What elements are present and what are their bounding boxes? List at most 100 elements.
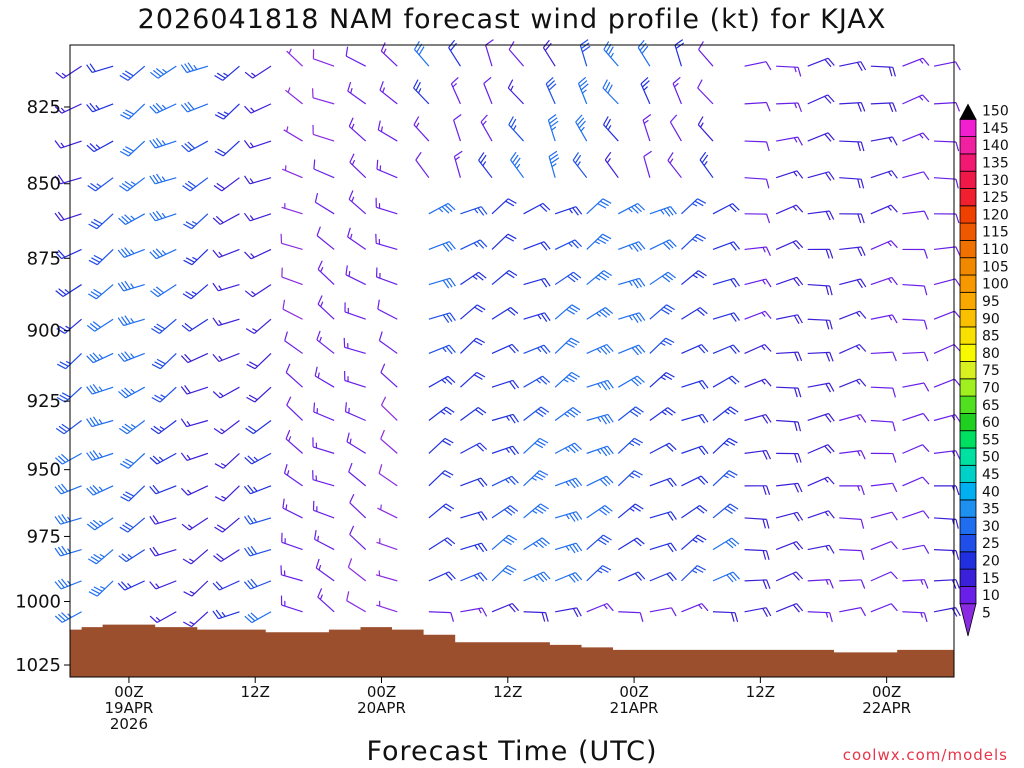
wind-barb xyxy=(149,137,177,149)
colorbar-swatch xyxy=(959,188,977,207)
wind-barb xyxy=(775,276,804,287)
wind-barb xyxy=(149,173,177,185)
wind-barb xyxy=(554,304,581,320)
wind-barb xyxy=(933,310,962,320)
wind-barb xyxy=(491,534,518,551)
wind-barb xyxy=(285,429,303,454)
wind-barb xyxy=(510,151,525,179)
colorbar-swatch xyxy=(959,516,977,535)
wind-barb xyxy=(344,302,366,320)
wind-barb xyxy=(119,517,146,533)
x-tick-label: 12Z xyxy=(241,683,270,701)
colorbar-label: 120 xyxy=(982,207,1009,223)
wind-barb xyxy=(54,483,82,495)
wind-barb xyxy=(681,534,707,551)
colorbar-label: 130 xyxy=(982,173,1009,189)
wind-barb xyxy=(344,370,366,388)
wind-barb xyxy=(119,140,146,157)
wind-barb xyxy=(681,344,709,354)
wind-barb xyxy=(649,477,677,488)
colorbar-label: 15 xyxy=(982,571,1000,587)
wind-barb xyxy=(712,241,741,251)
wind-barb xyxy=(88,580,114,597)
wind-barb xyxy=(282,498,303,519)
wind-barb xyxy=(120,485,146,502)
colorbar-label: 100 xyxy=(982,277,1009,293)
wind-barb xyxy=(586,534,612,551)
wind-barb xyxy=(349,525,367,551)
wind-barb xyxy=(244,284,272,298)
wind-barb xyxy=(508,116,525,142)
wind-barb xyxy=(933,246,961,256)
colorbar-swatch xyxy=(959,257,977,276)
wind-barb xyxy=(460,371,486,388)
wind-barb xyxy=(378,464,398,487)
wind-barb xyxy=(523,277,551,288)
wind-barb xyxy=(149,580,177,590)
colorbar-swatch xyxy=(959,447,977,466)
wind-barb xyxy=(344,402,366,422)
credit-text[interactable]: coolwx.com/models xyxy=(843,746,1008,764)
wind-barb xyxy=(586,233,612,250)
wind-barb xyxy=(428,470,454,487)
wind-barb xyxy=(243,140,272,149)
wind-barb xyxy=(807,283,833,296)
wind-barb xyxy=(933,450,961,460)
wind-barb xyxy=(460,511,488,521)
wind-barb xyxy=(244,248,272,260)
wind-barb xyxy=(640,76,651,105)
wind-barb xyxy=(523,470,549,487)
wind-barb xyxy=(283,126,303,142)
wind-barb xyxy=(54,248,82,260)
wind-barb xyxy=(428,537,456,551)
colorbar-swatch xyxy=(959,205,977,224)
wind-barb xyxy=(554,371,580,388)
wind-barb xyxy=(554,206,583,216)
x-tick-label: 00Z xyxy=(367,683,396,701)
wind-barb xyxy=(312,437,335,454)
wind-barb xyxy=(491,565,517,582)
colorbar-swatch xyxy=(959,170,977,189)
wind-barb xyxy=(428,202,456,215)
wind-barb xyxy=(744,378,772,388)
wind-barb xyxy=(281,532,303,551)
wind-barb xyxy=(284,331,303,354)
wind-barb xyxy=(744,101,771,112)
wind-barb xyxy=(554,542,583,554)
wind-barb xyxy=(180,485,209,496)
colorbar-swatch xyxy=(959,239,977,259)
colorbar-label: 75 xyxy=(982,363,1000,379)
wind-barb xyxy=(212,609,240,620)
wind-barb xyxy=(902,94,930,105)
wind-barb xyxy=(281,267,303,286)
wind-barb xyxy=(523,312,551,322)
colorbar-swatch xyxy=(959,153,977,172)
wind-barb xyxy=(775,603,804,613)
y-tick-label: 950 xyxy=(27,460,61,481)
wind-barb xyxy=(839,548,865,560)
wind-barb xyxy=(776,65,802,77)
wind-barb xyxy=(649,571,677,582)
wind-barb xyxy=(460,572,488,582)
wind-barb xyxy=(523,344,551,355)
wind-barb xyxy=(870,386,896,398)
wind-barb xyxy=(213,177,240,192)
wind-barb xyxy=(57,352,82,370)
wind-barb xyxy=(448,39,461,67)
wind-barb xyxy=(183,580,209,597)
colorbar-label: 115 xyxy=(982,225,1009,241)
surface-terrain-layer xyxy=(70,624,954,677)
wind-barb xyxy=(602,79,619,105)
wind-barb xyxy=(491,343,519,354)
wind-barb xyxy=(55,420,82,435)
wind-barb xyxy=(554,407,582,421)
x-tick-label: 19APR xyxy=(105,699,154,717)
wind-barb xyxy=(377,504,398,519)
colorbar-swatch xyxy=(959,430,977,449)
wind-barb xyxy=(244,545,272,557)
colorbar-label: 5 xyxy=(982,605,991,621)
wind-barb xyxy=(483,76,493,105)
wind-barb xyxy=(649,542,677,553)
wind-barb xyxy=(649,371,675,388)
